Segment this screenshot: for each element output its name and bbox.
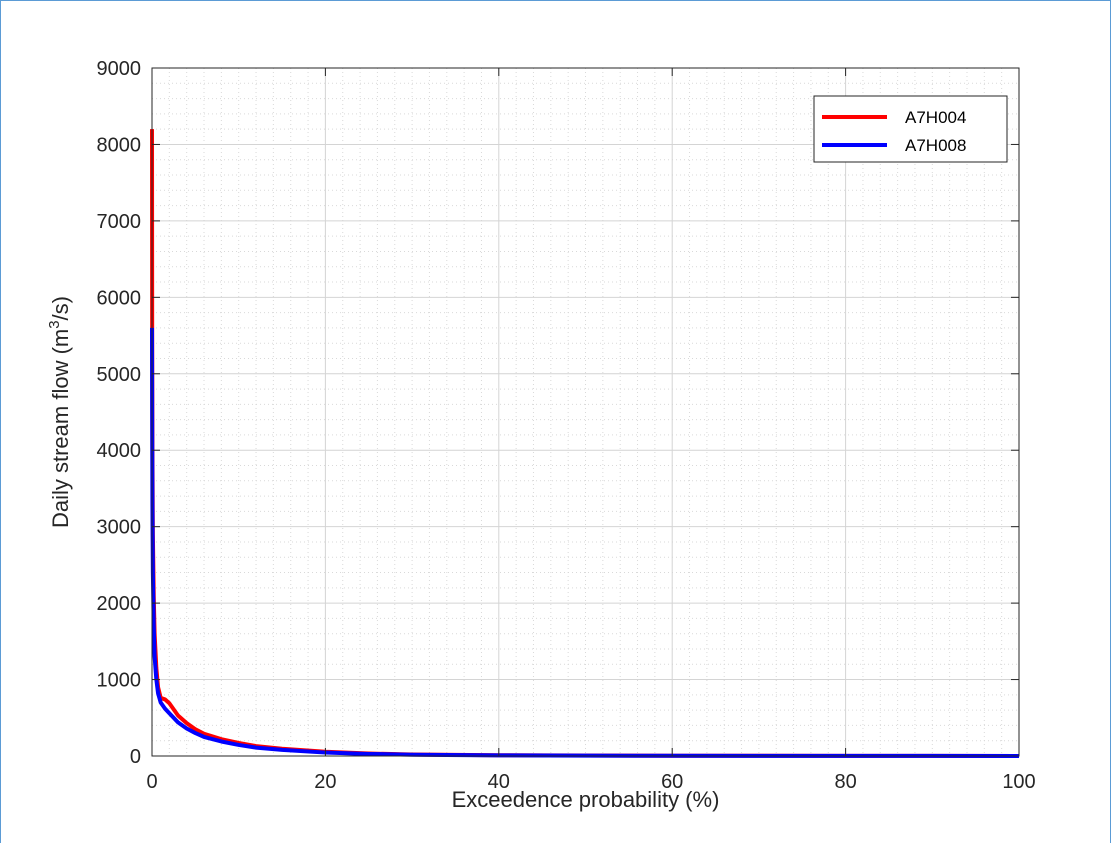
y-tick-label: 5000 xyxy=(97,364,142,386)
minor-grid xyxy=(152,68,1019,756)
y-tick-label: 2000 xyxy=(97,593,142,615)
y-axis-title-superscript: 3 xyxy=(46,320,63,328)
ticks xyxy=(151,67,1020,757)
x-tick-label: 0 xyxy=(146,771,157,793)
x-axis-title: Exceedence probability (%) xyxy=(452,787,720,812)
legend-label-a7h004: A7H004 xyxy=(905,108,966,127)
x-tick-label: 80 xyxy=(834,771,856,793)
x-tick-label: 20 xyxy=(314,771,336,793)
y-tick-label: 0 xyxy=(130,746,141,768)
x-tick-labels: 0 20 40 60 80 100 xyxy=(146,771,1035,793)
x-tick-label: 100 xyxy=(1002,771,1035,793)
legend: A7H004 A7H008 xyxy=(813,95,1008,163)
x-tick-label: 60 xyxy=(661,771,683,793)
y-axis-title-suffix: /s) xyxy=(48,296,73,320)
y-tick-label: 1000 xyxy=(97,670,142,692)
y-tick-label: 4000 xyxy=(97,440,142,462)
legend-label-a7h008: A7H008 xyxy=(905,136,966,155)
y-tick-label: 9000 xyxy=(97,58,142,80)
y-tick-label: 8000 xyxy=(97,134,142,156)
y-tick-labels: 0 1000 2000 3000 4000 5000 6000 7000 8000 9000 xyxy=(97,58,142,768)
x-tick-label: 40 xyxy=(488,771,510,793)
y-axis-title: Daily stream flow (m3/s) xyxy=(46,296,73,528)
major-grid xyxy=(152,68,1019,756)
y-tick-label: 7000 xyxy=(97,211,142,233)
legend-box xyxy=(813,95,1008,163)
plot-box xyxy=(151,67,1020,757)
y-axis-title-prefix: Daily stream flow (m xyxy=(48,329,73,528)
y-tick-label: 3000 xyxy=(97,517,142,539)
y-tick-label: 6000 xyxy=(97,287,142,309)
